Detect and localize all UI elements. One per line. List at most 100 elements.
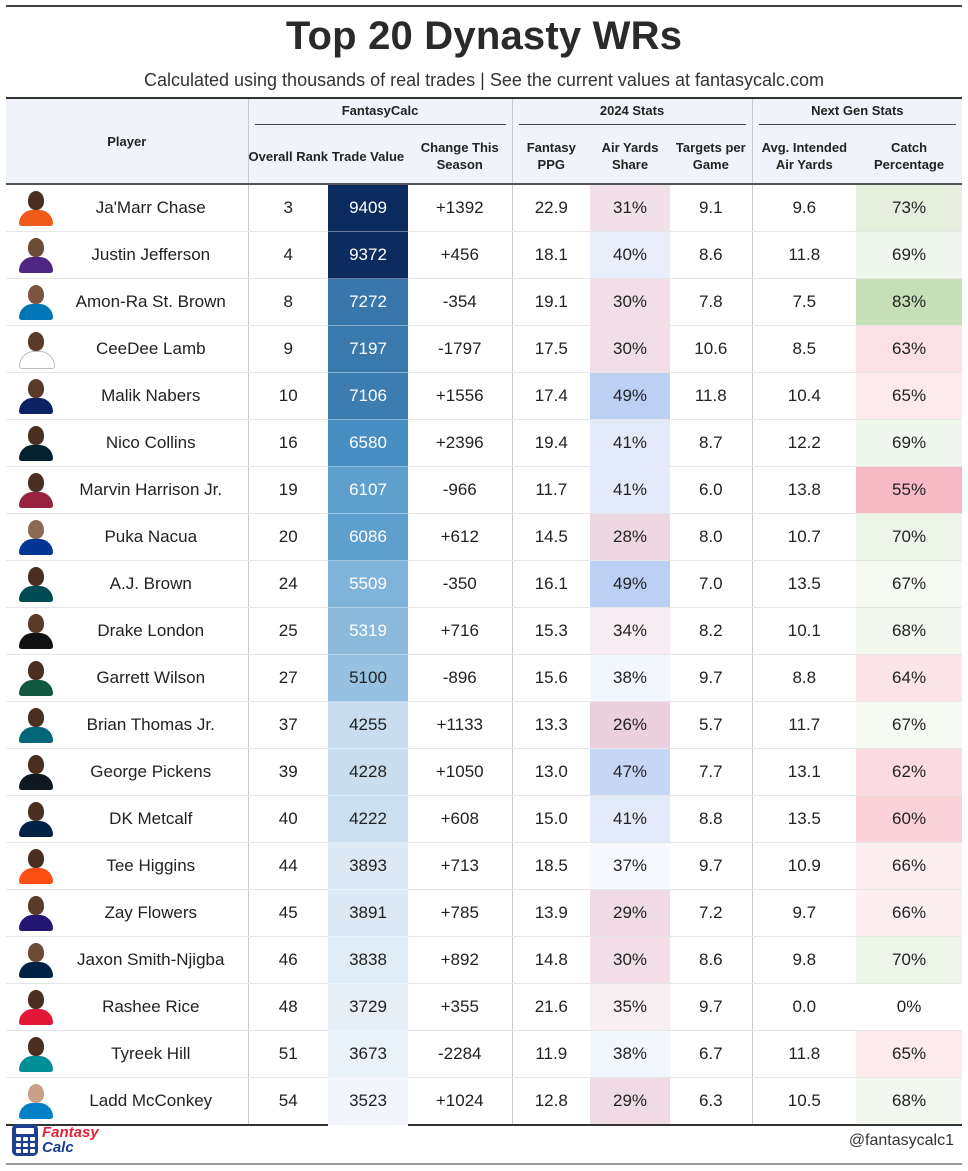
- table-row: Puka Nacua 20 6086 +612 14.5 28% 8.0 10.7 70%: [6, 513, 963, 561]
- player-cell: Tee Higgins: [6, 842, 248, 890]
- cell-aiay: 11.8: [751, 1030, 857, 1078]
- player-cell: Zay Flowers: [6, 889, 248, 937]
- cell-change: -350: [408, 560, 513, 608]
- cell-aiay: 10.1: [751, 607, 857, 655]
- player-cell: CeeDee Lamb: [6, 325, 248, 373]
- cell-value: 3523: [328, 1077, 408, 1126]
- cell-catch: 0%: [856, 983, 963, 1031]
- cell-catch: 67%: [856, 701, 963, 749]
- header-avg-intended-air-yards: Avg. Intended Air Yards: [751, 129, 857, 185]
- fantasycalc-logo: Fantasy Calc: [12, 1124, 99, 1156]
- cell-airshare: 49%: [590, 372, 671, 420]
- header-trade-value: Trade Value: [328, 129, 408, 185]
- cell-targets: 8.0: [670, 513, 753, 561]
- table-row: Rashee Rice 48 3729 +355 21.6 35% 9.7 0.0 0%: [6, 983, 963, 1031]
- player-cell: Rashee Rice: [6, 983, 248, 1031]
- table-row: CeeDee Lamb 9 7197 -1797 17.5 30% 10.6 8.5 63%: [6, 325, 963, 373]
- cell-airshare: 47%: [590, 748, 671, 796]
- cell-aiay: 0.0: [751, 983, 857, 1031]
- cell-catch: 73%: [856, 184, 963, 232]
- cell-value: 5509: [328, 560, 408, 608]
- cell-ppg: 15.0: [511, 795, 591, 843]
- cell-airshare: 30%: [590, 325, 671, 373]
- cell-value: 9409: [328, 184, 408, 232]
- cell-catch: 62%: [856, 748, 963, 796]
- player-name: Tyreek Hill: [111, 1044, 191, 1063]
- player-name: Jaxon Smith-Njigba: [77, 950, 225, 969]
- cell-change: +1556: [408, 372, 513, 420]
- cell-rank: 20: [247, 513, 328, 561]
- cell-airshare: 37%: [590, 842, 671, 890]
- cell-value: 4255: [328, 701, 408, 749]
- cell-rank: 54: [247, 1077, 328, 1126]
- table-row: Ja'Marr Chase 3 9409 +1392 22.9 31% 9.1 9.6 73%: [6, 184, 963, 232]
- cell-rank: 44: [247, 842, 328, 890]
- cell-change: -966: [408, 466, 513, 514]
- cell-rank: 24: [247, 560, 328, 608]
- group-next-gen-stats: Next Gen Stats: [751, 97, 963, 129]
- group-next-gen-stats-label: Next Gen Stats: [758, 103, 957, 125]
- cell-ppg: 21.6: [511, 983, 591, 1031]
- player-headshot: [16, 799, 56, 839]
- cell-aiay: 10.4: [751, 372, 857, 420]
- top-rule: [6, 5, 962, 7]
- player-cell: Ja'Marr Chase: [6, 184, 248, 232]
- table-row: Drake London 25 5319 +716 15.3 34% 8.2 10.1 68%: [6, 607, 963, 655]
- cell-aiay: 10.7: [751, 513, 857, 561]
- player-headshot: [16, 376, 56, 416]
- cell-rank: 51: [247, 1030, 328, 1078]
- cell-rank: 25: [247, 607, 328, 655]
- cell-aiay: 7.5: [751, 278, 857, 326]
- cell-airshare: 34%: [590, 607, 671, 655]
- cell-change: +713: [408, 842, 513, 890]
- cell-rank: 27: [247, 654, 328, 702]
- player-cell: Ladd McConkey: [6, 1077, 248, 1126]
- cell-rank: 19: [247, 466, 328, 514]
- player-headshot: [16, 1034, 56, 1074]
- cell-value: 6580: [328, 419, 408, 467]
- cell-rank: 16: [247, 419, 328, 467]
- cell-targets: 7.8: [670, 278, 753, 326]
- cell-airshare: 35%: [590, 983, 671, 1031]
- table-row: Tee Higgins 44 3893 +713 18.5 37% 9.7 10.9 66%: [6, 842, 963, 890]
- cell-catch: 64%: [856, 654, 963, 702]
- cell-airshare: 26%: [590, 701, 671, 749]
- cell-catch: 83%: [856, 278, 963, 326]
- cell-ppg: 11.7: [511, 466, 591, 514]
- cell-airshare: 28%: [590, 513, 671, 561]
- table-row: George Pickens 39 4228 +1050 13.0 47% 7.7 13.1 6…: [6, 748, 963, 796]
- player-cell: Puka Nacua: [6, 513, 248, 561]
- header-air-yards-share: Air Yards Share: [590, 129, 671, 185]
- player-cell: Brian Thomas Jr.: [6, 701, 248, 749]
- cell-airshare: 40%: [590, 231, 671, 279]
- cell-targets: 10.6: [670, 325, 753, 373]
- player-cell: Nico Collins: [6, 419, 248, 467]
- player-name: DK Metcalf: [109, 809, 193, 828]
- cell-aiay: 8.8: [751, 654, 857, 702]
- table-row: Malik Nabers 10 7106 +1556 17.4 49% 11.8 10.4 65…: [6, 372, 963, 420]
- cell-change: +785: [408, 889, 513, 937]
- player-cell: Tyreek Hill: [6, 1030, 248, 1078]
- player-cell: Garrett Wilson: [6, 654, 248, 702]
- header-fantasy-ppg: Fantasy PPG: [511, 129, 591, 185]
- cell-ppg: 17.4: [511, 372, 591, 420]
- cell-ppg: 19.4: [511, 419, 591, 467]
- cell-value: 3893: [328, 842, 408, 890]
- player-name: A.J. Brown: [109, 574, 192, 593]
- cell-change: +1050: [408, 748, 513, 796]
- cell-ppg: 22.9: [511, 184, 591, 232]
- cell-change: +612: [408, 513, 513, 561]
- cell-value: 7106: [328, 372, 408, 420]
- player-cell: Drake London: [6, 607, 248, 655]
- player-headshot: [16, 517, 56, 557]
- cell-catch: 68%: [856, 1077, 963, 1126]
- cell-aiay: 13.8: [751, 466, 857, 514]
- player-headshot: [16, 188, 56, 228]
- cell-value: 9372: [328, 231, 408, 279]
- player-headshot: [16, 893, 56, 933]
- cell-targets: 7.7: [670, 748, 753, 796]
- cell-ppg: 15.6: [511, 654, 591, 702]
- player-name: Ladd McConkey: [89, 1091, 213, 1110]
- player-headshot: [16, 846, 56, 886]
- cell-aiay: 8.5: [751, 325, 857, 373]
